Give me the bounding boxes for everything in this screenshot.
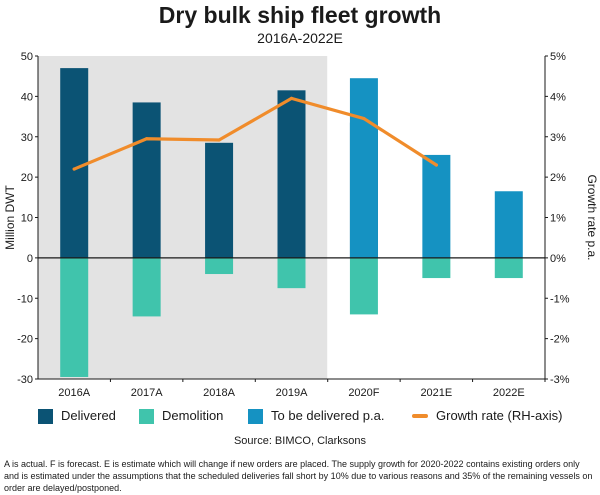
legend: Delivered Demolition To be delivered p.a… (0, 408, 600, 426)
bar-to-be-delivered-p-a-2021E (422, 154, 451, 258)
legend-swatch-demolition (139, 408, 154, 424)
y-right-tick-label--3%: -3% (550, 374, 570, 386)
legend-item-to-be-delivered: To be delivered p.a. (248, 408, 384, 424)
legend-label-delivered: Delivered (61, 408, 116, 423)
legend-swatch-delivered (38, 408, 53, 424)
y-axis-title: Million DWT (3, 185, 17, 250)
x-tick-label-2016A: 2016A (58, 387, 90, 399)
y-right-tick-label--2%: -2% (550, 334, 570, 346)
y-tick-label--20: -20 (17, 334, 33, 346)
y-tick-label-20: 20 (21, 172, 33, 184)
y-tick-label-50: 50 (21, 51, 33, 63)
legend-label-demolition: Demolition (162, 408, 224, 423)
legend-swatch-growth-rate (412, 414, 428, 418)
footnote: A is actual. F is forecast. E is estimat… (4, 459, 593, 493)
y-tick-label-10: 10 (21, 213, 33, 225)
x-tick-label-2020F: 2020F (348, 387, 379, 399)
y-right-tick-label-0%: 0% (550, 253, 566, 265)
y-tick-label-0: 0 (27, 253, 33, 265)
bar-demolition-2020F (349, 257, 378, 315)
growth-rate-point-2021E (434, 163, 438, 167)
x-tick-label-2019A: 2019A (276, 387, 308, 399)
bar-delivered-2016A (60, 68, 89, 258)
bar-demolition-2018A (205, 257, 234, 275)
legend-label-to-be-delivered: To be delivered p.a. (271, 408, 385, 423)
bar-demolition-2022E (494, 257, 523, 279)
x-tick-label-2018A: 2018A (203, 387, 235, 399)
y-right-tick-label--1%: -1% (550, 293, 570, 305)
x-tick-label-2017A: 2017A (131, 387, 163, 399)
y-right-axis-title: Growth rate p.a. (585, 174, 599, 260)
y-right-tick-label-1%: 1% (550, 213, 566, 225)
y-tick-label-40: 40 (21, 91, 33, 103)
growth-rate-point-2020F (362, 116, 366, 121)
x-tick-label-2021E: 2021E (420, 387, 452, 399)
growth-rate-point-2019A (289, 96, 294, 100)
legend-item-growth-rate: Growth rate (RH-axis) (412, 408, 562, 424)
bar-demolition-2017A (132, 257, 161, 317)
source-note: Source: BIMCO, Clarksons (233, 435, 367, 447)
x-tick-label-2022E: 2022E (493, 387, 525, 399)
bar-delivered-2019A (277, 90, 306, 258)
y-tick-label-30: 30 (21, 132, 33, 144)
chart-canvas: -30 -20 -10 0 10 20 30 40 50 -3% -2% -1% 0% 1% 2% 3% 4% 5… (3, 51, 599, 399)
y-right-tick-label-4%: 4% (550, 91, 566, 103)
growth-rate-point-2016A (72, 167, 76, 171)
growth-rate-line (72, 96, 438, 171)
growth-rate-point-2017A (145, 137, 149, 141)
growth-rate-point-2018A (217, 138, 221, 142)
bar-demolition-2019A (277, 257, 306, 289)
chart-title: Dry bulk ship fleet growth (158, 2, 442, 28)
y-tick-label--10: -10 (17, 293, 33, 305)
bar-delivered-2018A (205, 142, 234, 258)
bar-to-be-delivered-p-a-2022E (494, 191, 523, 258)
chart-subtitle: 2016A-2022E (257, 30, 343, 46)
y-right-tick-label-2%: 2% (550, 172, 566, 184)
bar-demolition-2021E (422, 257, 451, 279)
y-right-tick-label-5%: 5% (550, 51, 566, 63)
bar-delivered-2017A (132, 102, 161, 258)
legend-label-growth-rate: Growth rate (RH-axis) (436, 408, 563, 423)
legend-swatch-to-be-delivered (248, 408, 263, 424)
legend-item-demolition: Demolition (139, 408, 223, 424)
y-tick-label--30: -30 (17, 374, 33, 386)
bar-to-be-delivered-p-a-2020F (349, 78, 378, 258)
y-right-tick-label-3%: 3% (550, 132, 566, 144)
legend-item-delivered: Delivered (38, 408, 116, 424)
bar-demolition-2016A (60, 257, 89, 377)
